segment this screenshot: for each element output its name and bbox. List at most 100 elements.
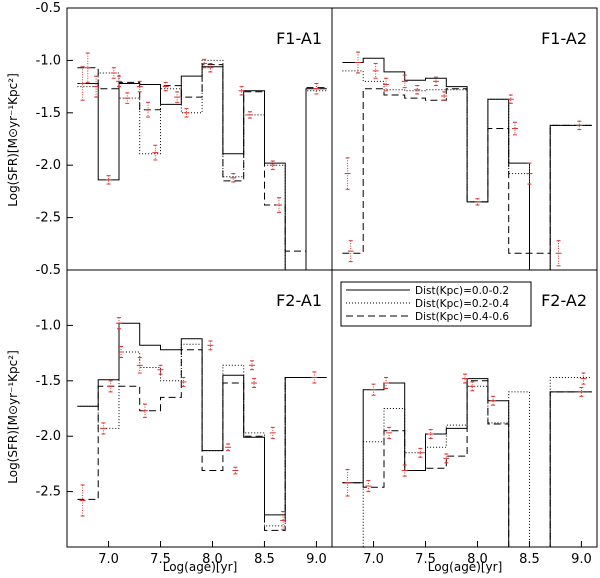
series-group bbox=[77, 52, 327, 270]
x-tick-label: 9.0 bbox=[306, 552, 327, 567]
error-bar bbox=[124, 92, 131, 104]
error-bar bbox=[555, 240, 562, 267]
error-bar bbox=[269, 426, 276, 439]
error-bar bbox=[441, 91, 448, 101]
error-bar bbox=[152, 144, 159, 161]
error-bar bbox=[432, 76, 439, 87]
series-group bbox=[342, 372, 592, 547]
error-bar bbox=[580, 372, 587, 385]
error-bar bbox=[474, 198, 481, 206]
error-bar bbox=[347, 240, 354, 263]
series-dotted-line bbox=[77, 343, 327, 527]
error-bar bbox=[145, 101, 152, 118]
panel-frame bbox=[66, 269, 333, 548]
error-bar bbox=[230, 173, 237, 183]
error-bar bbox=[232, 466, 239, 475]
error-bar bbox=[269, 160, 276, 170]
legend: Dist(Kpc)=0.0-0.2 Dist(Kpc)=0.2-0.4 Dist… bbox=[340, 281, 532, 327]
error-bar bbox=[238, 86, 245, 96]
y-tick-label: -0.5 bbox=[36, 263, 61, 278]
error-bar bbox=[507, 94, 514, 104]
panel-2: F1-A2 bbox=[331, 7, 598, 271]
panel-title: F1-A1 bbox=[276, 29, 322, 48]
error-bar bbox=[401, 464, 408, 477]
error-bar bbox=[162, 81, 169, 92]
x-axis-label-left: Log(age)[yr] bbox=[163, 560, 238, 574]
error-bar bbox=[490, 395, 497, 406]
error-bar bbox=[136, 357, 143, 374]
error-bar bbox=[105, 175, 112, 185]
x-tick-label: 8.5 bbox=[254, 552, 275, 567]
legend-label-dotted: Dist(Kpc)=0.2-0.4 bbox=[415, 298, 509, 310]
error-bar bbox=[246, 111, 253, 119]
error-bar bbox=[115, 317, 122, 330]
error-bar bbox=[79, 484, 86, 517]
x-tick-label: 8.0 bbox=[202, 552, 223, 567]
series-group bbox=[342, 51, 592, 270]
error-bar bbox=[280, 511, 287, 530]
y-axis-label-top: Log(SFR)[M⊙yr⁻¹Kpc²] bbox=[6, 73, 20, 207]
error-bar bbox=[207, 340, 214, 351]
error-bar bbox=[417, 447, 424, 458]
error-bar bbox=[427, 429, 434, 439]
error-bar bbox=[107, 380, 114, 393]
error-bar bbox=[344, 157, 351, 190]
legend-label-dashed: Dist(Kpc)=0.4-0.6 bbox=[415, 311, 509, 323]
x-tick-label: 7.0 bbox=[98, 552, 119, 567]
legend-label-solid: Dist(Kpc)=0.0-0.2 bbox=[415, 285, 509, 297]
error-bar bbox=[576, 120, 583, 131]
error-bar bbox=[180, 376, 187, 387]
y-tick-label: -2.5 bbox=[36, 211, 61, 226]
error-bar bbox=[136, 80, 143, 93]
error-bar bbox=[578, 386, 585, 397]
error-bar bbox=[84, 52, 91, 83]
y-tick-label: -2.0 bbox=[36, 158, 61, 173]
x-tick-label: 9.0 bbox=[571, 552, 592, 567]
error-bar bbox=[344, 468, 351, 497]
error-bar bbox=[365, 480, 372, 493]
error-bar bbox=[118, 345, 125, 359]
series-solid-line bbox=[342, 57, 592, 270]
error-bar bbox=[248, 360, 255, 371]
error-bar bbox=[79, 66, 86, 101]
error-bar bbox=[526, 162, 533, 185]
panels-group: -2.5 -2.0 -1.5 -1.0 -0.5 F1-A1 F1-A2 -2.5 -2.0 -1… bbox=[36, 1, 598, 567]
y-tick-label: -1.0 bbox=[36, 53, 61, 68]
error-bar bbox=[93, 75, 100, 98]
error-bar bbox=[372, 63, 379, 79]
y-tick-label: -1.5 bbox=[36, 106, 61, 121]
series-dashed-line bbox=[77, 64, 327, 252]
x-tick-label: 7.5 bbox=[150, 552, 171, 567]
x-tick-label: 8.0 bbox=[467, 552, 488, 567]
y-axis-label-bottom: Log(SFR)[M⊙yr⁻¹Kpc²] bbox=[6, 350, 20, 484]
error-bar bbox=[183, 108, 190, 118]
x-tick-label: 7.0 bbox=[363, 552, 384, 567]
error-bar bbox=[201, 58, 208, 69]
error-bar bbox=[174, 91, 181, 103]
x-tick-label: 7.5 bbox=[415, 552, 436, 567]
error-bar bbox=[100, 422, 107, 435]
error-bar bbox=[313, 82, 320, 95]
x-axis-label-right: Log(age)[yr] bbox=[428, 560, 503, 574]
panel-title: F2-A2 bbox=[541, 291, 587, 310]
error-bar bbox=[225, 443, 232, 452]
error-bar bbox=[370, 383, 377, 396]
series-solid-line bbox=[342, 378, 592, 547]
error-bar bbox=[386, 426, 393, 439]
panel-4: 7.0 7.5 8.0 8.5 9.0 F2-A2 bbox=[331, 269, 598, 567]
series-dashed-line bbox=[77, 349, 327, 531]
error-bar bbox=[469, 381, 476, 392]
panel-title: F2-A1 bbox=[276, 291, 322, 310]
error-bar bbox=[311, 371, 318, 384]
error-bar bbox=[157, 364, 164, 375]
panel-title: F1-A2 bbox=[541, 29, 587, 48]
y-tick-label: -1.5 bbox=[36, 374, 61, 389]
error-bar bbox=[141, 403, 148, 418]
series-dashed-line bbox=[342, 88, 592, 254]
panel-3: -2.5 -2.0 -1.5 -1.0 -0.5 7.0 7.5 8.0 8.5 9.0 F2-A1 bbox=[36, 263, 333, 567]
error-bar bbox=[383, 376, 390, 390]
y-tick-label: -2.5 bbox=[36, 485, 61, 500]
y-tick-label: -1.0 bbox=[36, 318, 61, 333]
y-tick-label: -0.5 bbox=[36, 1, 61, 16]
